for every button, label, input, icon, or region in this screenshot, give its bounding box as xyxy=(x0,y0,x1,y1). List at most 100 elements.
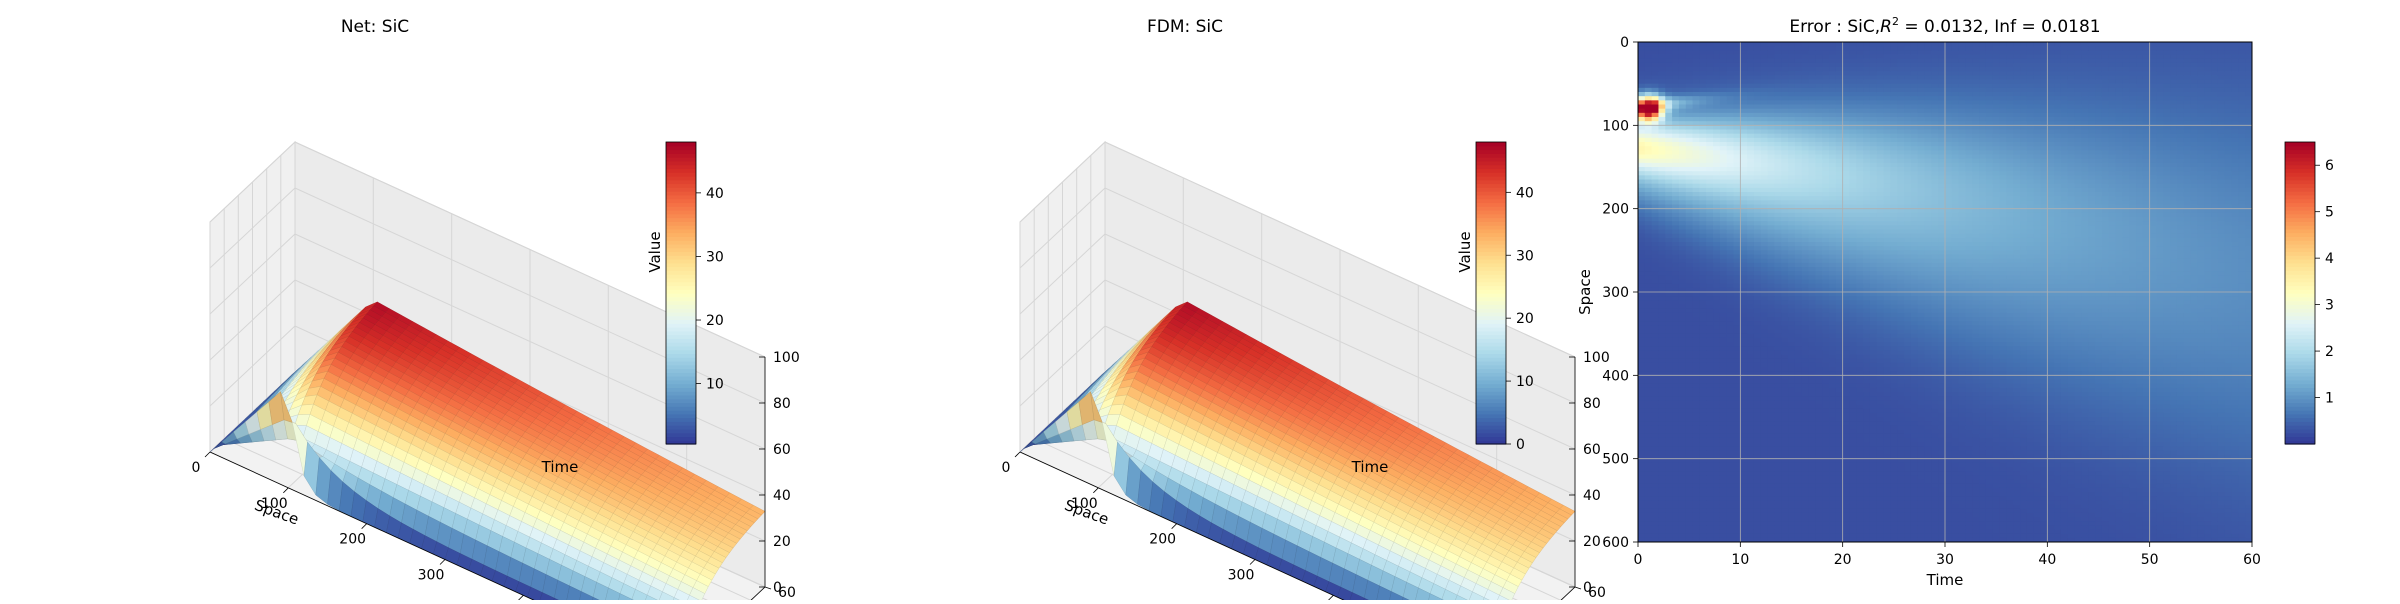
heatmap-cell xyxy=(1638,305,1645,310)
heatmap-cell xyxy=(1665,250,1672,255)
heatmap-cell xyxy=(1679,259,1686,264)
heatmap-cell xyxy=(1699,296,1706,301)
heatmap-cell xyxy=(1727,209,1734,214)
heatmap-cell xyxy=(1740,530,1747,535)
heatmap-cell xyxy=(1788,96,1795,101)
heatmap-cell xyxy=(1706,446,1713,451)
heatmap-cell xyxy=(1727,400,1734,405)
heatmap-cell xyxy=(1781,300,1788,305)
heatmap-cell xyxy=(1645,488,1652,493)
heatmap-cell xyxy=(1740,59,1747,64)
heatmap-cell xyxy=(1713,350,1720,355)
heatmap-cell xyxy=(1679,67,1686,72)
heatmap-cell xyxy=(1658,421,1665,426)
heatmap-cell xyxy=(1693,413,1700,418)
heatmap-cell xyxy=(1727,46,1734,51)
heatmap-cell xyxy=(1686,321,1693,326)
heatmap-cell xyxy=(1706,105,1713,110)
heatmap-cell xyxy=(1768,321,1775,326)
heatmap-cell xyxy=(1693,159,1700,164)
heatmap-cell xyxy=(1713,396,1720,401)
heatmap-cell xyxy=(1706,200,1713,205)
heatmap-cell xyxy=(1768,292,1775,297)
heatmap-cell xyxy=(1679,342,1686,347)
heatmap-cell xyxy=(1747,463,1754,468)
heatmap-cell xyxy=(1734,184,1741,189)
heatmap-cell xyxy=(1693,292,1700,297)
heatmap-cell xyxy=(1699,388,1706,393)
heatmap-cell xyxy=(1658,325,1665,330)
heatmap-cell xyxy=(1747,521,1754,526)
heatmap-cell xyxy=(1693,521,1700,526)
heatmap-cell xyxy=(1665,196,1672,201)
heatmap-cell xyxy=(1672,467,1679,472)
heatmap-cell xyxy=(1774,471,1781,476)
heatmap-cell xyxy=(1706,209,1713,214)
heatmap-cell xyxy=(1638,213,1645,218)
heatmap-cell xyxy=(1638,105,1645,110)
heatmap-cell xyxy=(1693,163,1700,168)
heatmap-cell xyxy=(1699,284,1706,289)
heatmap-cell xyxy=(1686,300,1693,305)
heatmap-cell xyxy=(1638,263,1645,268)
heatmap-cell xyxy=(1693,150,1700,155)
heatmap-cell xyxy=(1638,505,1645,510)
heatmap-cell xyxy=(1699,200,1706,205)
heatmap-cell xyxy=(1706,405,1713,410)
heatmap-cell xyxy=(1658,275,1665,280)
heatmap-cell xyxy=(1768,400,1775,405)
heatmap-cell xyxy=(1768,113,1775,118)
heatmap-cell xyxy=(1754,209,1761,214)
heatmap-cell xyxy=(1706,417,1713,422)
heatmap-cell xyxy=(1768,492,1775,497)
heatmap-cell xyxy=(1788,171,1795,176)
heatmap-cell xyxy=(1761,388,1768,393)
heatmap-cell xyxy=(1740,138,1747,143)
heatmap-cell xyxy=(1699,313,1706,318)
colorbar-segment xyxy=(666,150,696,154)
heatmap-cell xyxy=(1645,375,1652,380)
heatmap-cell xyxy=(1734,505,1741,510)
heatmap-cell xyxy=(1720,388,1727,393)
heatmap-cell xyxy=(1747,317,1754,322)
heatmap-cell xyxy=(1672,517,1679,522)
heatmap-cell xyxy=(1638,130,1645,135)
heatmap-cell xyxy=(1699,92,1706,97)
heatmap-cell xyxy=(1740,292,1747,297)
heatmap-cell xyxy=(1720,380,1727,385)
heatmap-cell xyxy=(1672,525,1679,530)
heatmap-cell xyxy=(1754,196,1761,201)
heatmap-cell xyxy=(1658,125,1665,130)
heatmap-cell xyxy=(1713,213,1720,218)
heatmap-cell xyxy=(1734,75,1741,80)
heatmap-cell xyxy=(1788,459,1795,464)
heatmap-cell xyxy=(1686,59,1693,64)
heatmap-cell xyxy=(1720,392,1727,397)
heatmap-cell xyxy=(1727,125,1734,130)
heatmap-cell xyxy=(1740,55,1747,60)
heatmap-cell xyxy=(1747,359,1754,364)
heatmap-cell xyxy=(1720,534,1727,539)
heatmap-cell xyxy=(1774,480,1781,485)
colorbar-segment xyxy=(666,338,696,342)
heatmap-cell xyxy=(1781,167,1788,172)
heatmap-cell xyxy=(1740,163,1747,168)
heatmap-cell xyxy=(1638,463,1645,468)
heatmap-cell xyxy=(1720,196,1727,201)
heatmap-cell xyxy=(1727,425,1734,430)
colorbar-segment xyxy=(666,278,696,282)
heatmap-cell xyxy=(1645,492,1652,497)
heatmap-cell xyxy=(1768,88,1775,93)
heatmap-cell xyxy=(1754,155,1761,160)
heatmap-cell xyxy=(1679,109,1686,114)
colorbar-segment xyxy=(666,206,696,210)
heatmap-cell xyxy=(1658,88,1665,93)
heatmap-cell xyxy=(1734,409,1741,414)
heatmap-cell xyxy=(1720,434,1727,439)
heatmap-cell xyxy=(1740,88,1747,93)
heatmap-cell xyxy=(1740,117,1747,122)
heatmap-cell xyxy=(1699,159,1706,164)
heatmap-cell xyxy=(1740,171,1747,176)
heatmap-cell xyxy=(1686,196,1693,201)
heatmap-cell xyxy=(1761,463,1768,468)
